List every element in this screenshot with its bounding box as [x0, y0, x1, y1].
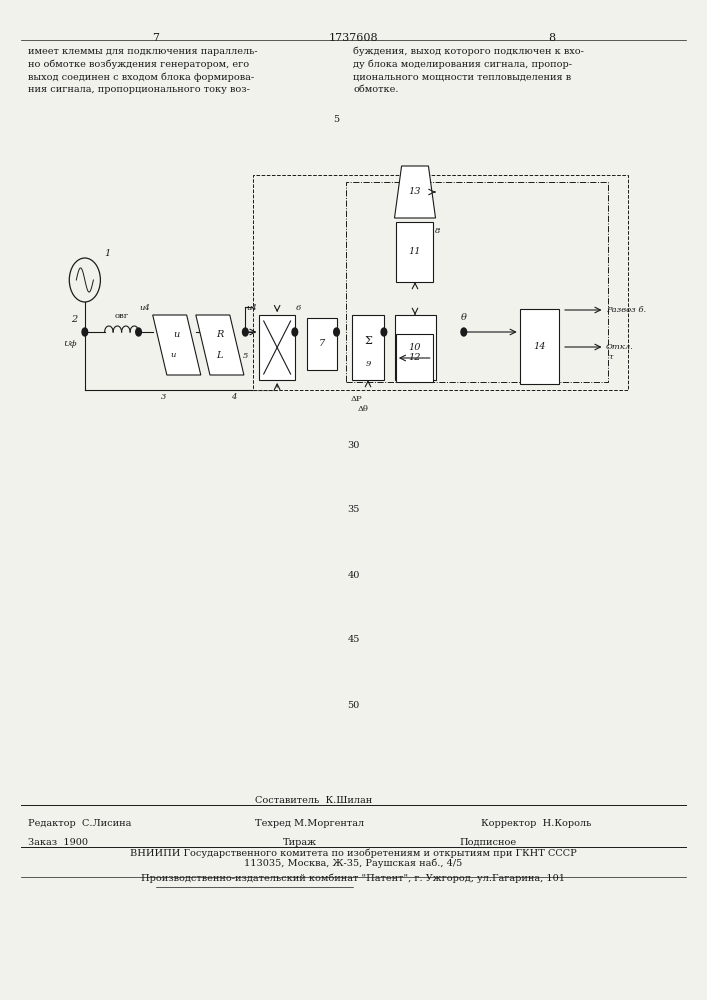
Circle shape	[381, 328, 387, 336]
Bar	[253, 175, 628, 390]
Text: u4: u4	[246, 304, 257, 312]
Polygon shape	[196, 315, 244, 375]
Text: R: R	[216, 330, 223, 339]
Text: 10: 10	[409, 343, 421, 352]
Text: Техред М.Моргентал: Техред М.Моргентал	[255, 818, 363, 827]
Text: Составитель  К.Шилан: Составитель К.Шилан	[255, 796, 372, 805]
Circle shape	[292, 328, 298, 336]
Text: Тираж: Тираж	[283, 838, 317, 847]
Text: 8: 8	[435, 227, 440, 235]
Text: 1737608: 1737608	[329, 33, 378, 43]
Text: 12: 12	[408, 354, 421, 362]
Bar	[520, 309, 559, 384]
Text: овг: овг	[115, 312, 129, 320]
Text: Развоз б.: Развоз б.	[606, 306, 646, 314]
Bar	[396, 222, 433, 282]
Circle shape	[82, 328, 88, 336]
Text: 50: 50	[347, 700, 360, 710]
Text: Откл.: Откл.	[606, 343, 633, 351]
Text: 6: 6	[296, 304, 302, 312]
Bar	[395, 315, 436, 380]
Polygon shape	[153, 315, 201, 375]
Bar	[352, 315, 384, 380]
Text: 30: 30	[347, 440, 360, 450]
Circle shape	[461, 328, 467, 336]
Text: 11: 11	[408, 247, 421, 256]
Text: 1: 1	[104, 249, 110, 258]
Text: Производственно-издательский комбинат "Патент", г. Ужгород, ул.Гагарина, 101: Производственно-издательский комбинат "П…	[141, 874, 566, 883]
Text: u4: u4	[140, 304, 151, 312]
Text: 8: 8	[548, 33, 555, 43]
Text: ΔP: ΔP	[351, 395, 362, 403]
Text: 40: 40	[347, 570, 360, 580]
Bar	[307, 318, 337, 370]
Text: L: L	[216, 351, 223, 360]
Bar	[346, 182, 608, 382]
Text: 3: 3	[160, 393, 166, 401]
Text: 13: 13	[409, 188, 421, 196]
Text: 7: 7	[152, 33, 159, 43]
Text: Редактор  С.Лисина: Редактор С.Лисина	[28, 818, 132, 827]
Text: 113035, Москва, Ж-35, Раушская наб., 4/5: 113035, Москва, Ж-35, Раушская наб., 4/5	[245, 858, 462, 868]
Text: буждения, выход которого подключен к вхо-
ду блока моделирования сигнала, пропор: буждения, выход которого подключен к вхо…	[354, 47, 585, 94]
Circle shape	[243, 328, 248, 336]
Circle shape	[136, 328, 141, 336]
Polygon shape	[395, 166, 436, 218]
Text: 5: 5	[243, 352, 248, 360]
Text: 45: 45	[347, 636, 360, 645]
Bar	[396, 334, 433, 382]
Text: Заказ  1900: Заказ 1900	[28, 838, 88, 847]
Circle shape	[334, 328, 339, 336]
Text: 7: 7	[319, 340, 325, 349]
Text: θ: θ	[461, 313, 467, 322]
Text: Подписное: Подписное	[460, 838, 517, 847]
Bar	[259, 315, 295, 380]
Text: u: u	[174, 330, 180, 339]
Text: ВНИИПИ Государственного комитета по изобретениям и открытиям при ГКНТ СССР: ВНИИПИ Государственного комитета по изоб…	[130, 848, 577, 858]
Text: 2: 2	[71, 315, 78, 324]
Text: Δθ: Δθ	[358, 405, 368, 413]
Text: 4: 4	[230, 393, 236, 401]
Text: 14: 14	[533, 342, 545, 351]
Text: 9: 9	[366, 360, 370, 368]
Text: Uф: Uф	[63, 340, 76, 348]
Text: u: u	[170, 351, 176, 359]
Text: 35: 35	[347, 506, 360, 514]
Text: имеет клеммы для подключения параллель-
но обмотке возбуждения генератором, его
: имеет клеммы для подключения параллель- …	[28, 47, 258, 94]
Text: τ: τ	[609, 353, 614, 361]
Text: Корректор  Н.Король: Корректор Н.Король	[481, 818, 591, 827]
Text: 5: 5	[333, 115, 339, 124]
Text: Σ: Σ	[364, 336, 372, 346]
